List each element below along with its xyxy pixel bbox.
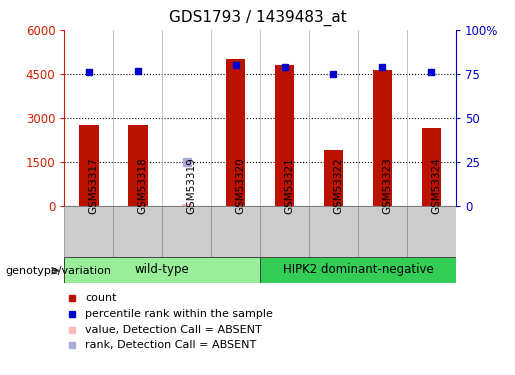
Bar xyxy=(372,70,392,206)
Bar xyxy=(309,206,358,257)
Bar xyxy=(260,257,456,283)
Bar xyxy=(407,206,456,257)
Text: GDS1793 / 1439483_at: GDS1793 / 1439483_at xyxy=(168,9,347,26)
Bar xyxy=(211,206,260,257)
Text: GSM53322: GSM53322 xyxy=(334,157,344,214)
Bar xyxy=(64,257,260,283)
Text: rank, Detection Call = ABSENT: rank, Detection Call = ABSENT xyxy=(85,340,256,350)
Bar xyxy=(358,206,407,257)
Bar xyxy=(260,206,309,257)
Bar xyxy=(64,206,113,257)
Text: GSM53320: GSM53320 xyxy=(235,157,246,214)
Bar xyxy=(162,206,211,257)
Text: GSM53323: GSM53323 xyxy=(382,157,392,214)
Bar xyxy=(128,126,147,206)
Bar xyxy=(274,65,294,206)
Text: GSM53318: GSM53318 xyxy=(138,157,148,214)
Text: percentile rank within the sample: percentile rank within the sample xyxy=(85,309,273,319)
Bar xyxy=(79,126,98,206)
Bar xyxy=(421,128,441,206)
Text: genotype/variation: genotype/variation xyxy=(5,266,111,276)
Bar xyxy=(113,206,162,257)
Bar xyxy=(323,150,343,206)
Text: GSM53324: GSM53324 xyxy=(431,157,441,214)
Text: GSM53319: GSM53319 xyxy=(186,157,197,214)
Text: wild-type: wild-type xyxy=(135,264,190,276)
Text: GSM53317: GSM53317 xyxy=(89,157,99,214)
Text: HIPK2 dominant-negative: HIPK2 dominant-negative xyxy=(283,264,433,276)
Bar xyxy=(226,59,245,206)
Bar xyxy=(182,204,192,206)
Text: count: count xyxy=(85,293,116,303)
Text: value, Detection Call = ABSENT: value, Detection Call = ABSENT xyxy=(85,325,262,334)
Text: GSM53321: GSM53321 xyxy=(284,157,295,214)
